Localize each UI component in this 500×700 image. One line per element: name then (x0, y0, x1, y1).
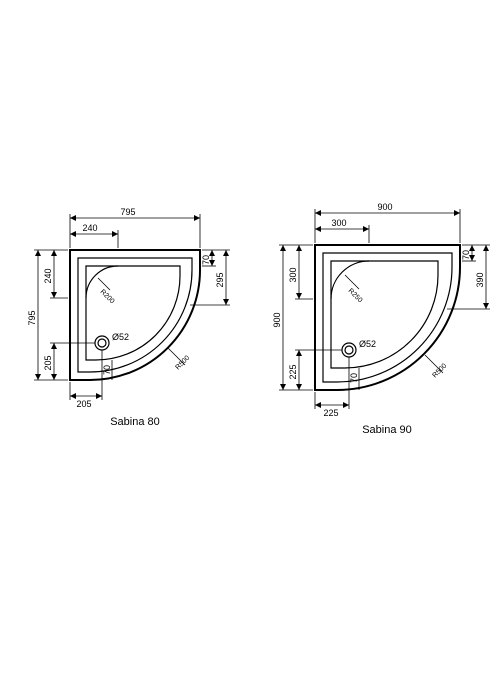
dim-outer-radius: R500 (425, 355, 448, 379)
diagram-sabina-90: Ø52 900 300 900 (272, 202, 490, 436)
dim-drain-below: 70 (349, 368, 359, 390)
svg-text:205: 205 (43, 355, 53, 370)
drain: Ø52 (95, 332, 129, 350)
dim-right-top: 70 (201, 250, 216, 266)
dim-left-upper: 300 (288, 245, 313, 299)
svg-text:R250: R250 (347, 287, 364, 304)
technical-drawing-canvas: Ø52 795 240 795 (0, 0, 500, 700)
dim-drain-below: 70 (102, 360, 112, 380)
svg-text:70: 70 (461, 250, 471, 260)
dim-drain: Ø52 (112, 332, 129, 342)
svg-text:225: 225 (288, 364, 298, 379)
dim-outer-radius: R500 (168, 348, 191, 371)
svg-text:R200: R200 (99, 288, 116, 305)
svg-text:795: 795 (27, 310, 37, 325)
dim-right-top: 70 (461, 245, 476, 261)
svg-text:70: 70 (201, 255, 211, 265)
diagram-title: Sabina 80 (110, 416, 160, 428)
svg-text:300: 300 (331, 218, 346, 228)
svg-text:300: 300 (288, 267, 298, 282)
svg-text:240: 240 (82, 223, 97, 233)
dim-corner-radius: R250 (345, 275, 363, 304)
dim-corner-radius: R200 (98, 278, 115, 305)
drain: Ø52 (342, 339, 376, 357)
dim-top-inner: 300 (315, 218, 369, 243)
svg-text:240: 240 (43, 268, 53, 283)
svg-text:390: 390 (475, 272, 485, 287)
svg-text:900: 900 (272, 312, 282, 327)
svg-text:205: 205 (76, 399, 91, 409)
svg-text:70: 70 (349, 373, 359, 383)
dim-left-upper: 240 (43, 250, 68, 298)
diagram-sabina-80: Ø52 795 240 795 (27, 207, 230, 428)
svg-text:900: 900 (377, 202, 392, 212)
svg-text:70: 70 (102, 365, 112, 375)
dim-bottom: 225 (315, 357, 349, 418)
dim-drain: Ø52 (359, 339, 376, 349)
diagram-title: Sabina 90 (362, 424, 412, 436)
svg-text:R500: R500 (431, 363, 448, 380)
svg-text:295: 295 (215, 272, 225, 287)
dim-top-inner: 240 (70, 223, 118, 248)
svg-text:225: 225 (323, 408, 338, 418)
svg-text:795: 795 (120, 207, 135, 217)
